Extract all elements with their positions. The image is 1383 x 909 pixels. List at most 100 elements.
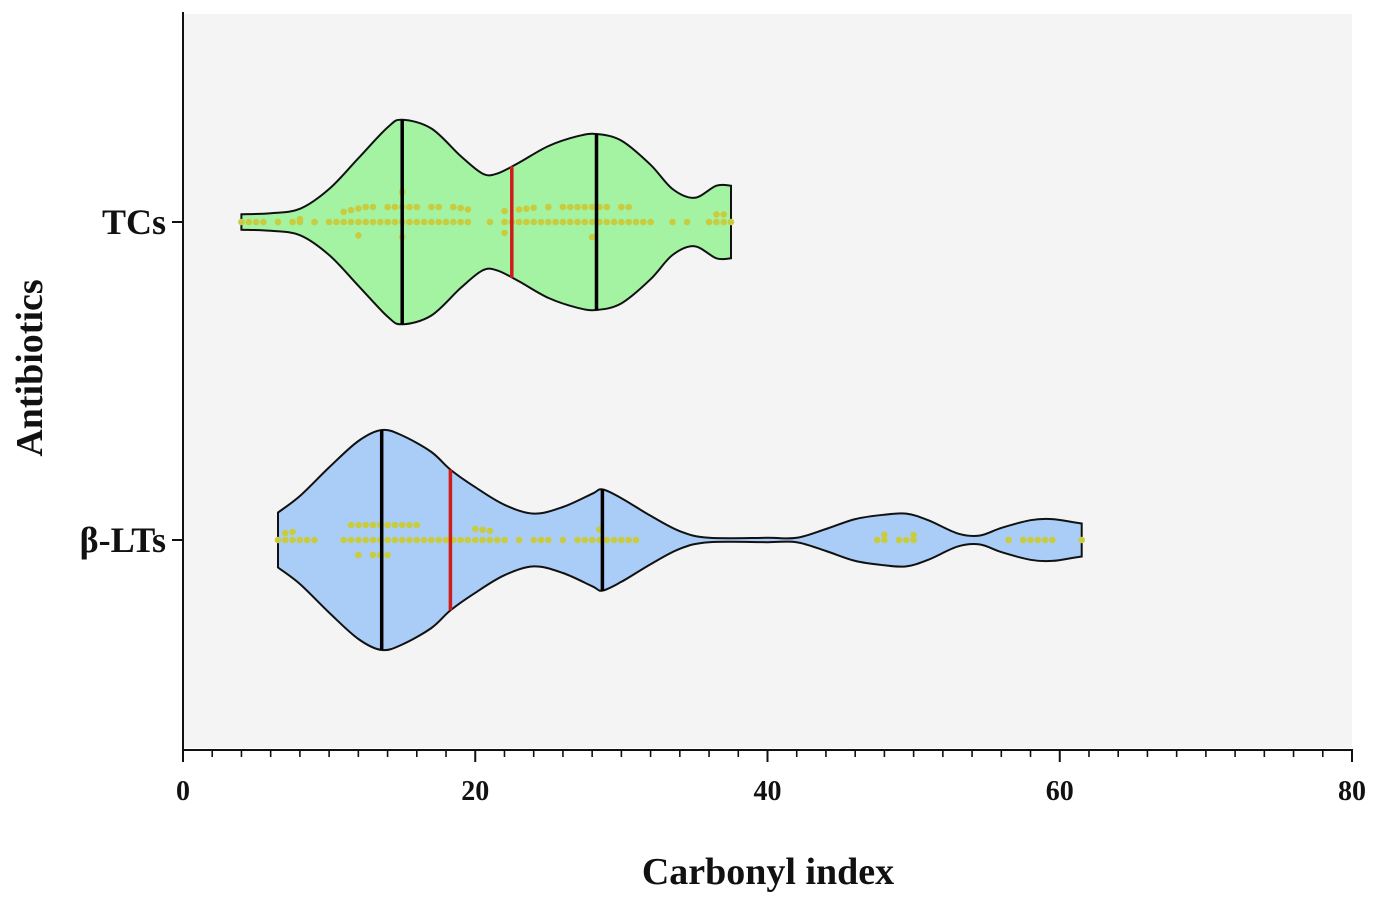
data-point <box>340 208 348 216</box>
data-point <box>398 536 406 544</box>
data-point <box>391 536 399 544</box>
y-ticks: TCs β-LTs <box>80 202 183 560</box>
data-point <box>515 206 523 213</box>
data-point <box>442 536 450 544</box>
x-tick-label: 0 <box>176 776 190 807</box>
data-point <box>413 536 421 544</box>
data-point <box>581 203 589 211</box>
data-point <box>340 536 348 544</box>
data-point <box>355 536 362 544</box>
data-point <box>289 536 296 544</box>
data-point <box>333 218 340 226</box>
data-point <box>530 218 537 226</box>
data-point <box>391 521 399 529</box>
data-point <box>464 536 472 544</box>
data-point <box>515 218 523 226</box>
data-point <box>362 536 370 544</box>
data-point <box>720 211 727 218</box>
data-point <box>442 218 450 226</box>
data-point <box>486 218 494 226</box>
data-point <box>384 551 391 559</box>
data-point <box>406 218 413 226</box>
data-point <box>903 536 910 544</box>
data-point <box>384 218 391 226</box>
y-axis-title: Antibiotics <box>9 279 51 456</box>
data-point <box>713 218 720 226</box>
data-point <box>683 218 691 226</box>
data-point <box>413 203 421 211</box>
data-point <box>552 218 559 226</box>
data-point <box>311 218 318 226</box>
data-point <box>435 536 443 544</box>
data-point <box>545 218 552 226</box>
data-point <box>282 536 289 544</box>
data-point <box>420 536 428 544</box>
data-point <box>450 203 457 211</box>
data-point <box>501 229 508 237</box>
data-point <box>355 218 362 226</box>
data-point <box>1034 536 1042 544</box>
data-point <box>625 203 632 211</box>
data-point <box>1078 536 1085 544</box>
data-point <box>289 528 296 536</box>
data-point <box>501 536 508 544</box>
data-point <box>435 203 443 211</box>
data-point <box>1019 536 1027 544</box>
data-point <box>398 521 406 529</box>
x-ticks: 0 20 40 60 80 <box>176 750 1366 807</box>
data-point <box>472 536 479 544</box>
data-point <box>545 536 552 544</box>
data-point <box>610 536 618 544</box>
violin-beta-lts <box>274 428 1085 652</box>
x-tick-label: 40 <box>754 776 782 807</box>
data-point <box>347 206 355 214</box>
data-point <box>618 218 625 226</box>
data-point <box>632 536 640 544</box>
data-point <box>347 521 355 529</box>
data-point <box>428 203 435 211</box>
data-point <box>311 536 318 544</box>
data-point <box>406 203 413 211</box>
x-axis-title: Carbonyl index <box>642 851 894 893</box>
data-point <box>574 218 581 226</box>
x-tick-label: 60 <box>1046 776 1074 807</box>
data-point <box>406 536 413 544</box>
data-point <box>369 536 377 544</box>
data-point <box>486 527 494 535</box>
data-point <box>457 204 464 212</box>
data-point <box>457 536 464 544</box>
data-point <box>574 536 581 544</box>
data-point <box>523 218 530 226</box>
data-point <box>347 536 355 544</box>
data-point <box>369 551 377 559</box>
data-point <box>603 218 611 226</box>
data-point <box>625 536 632 544</box>
data-point <box>325 218 333 226</box>
data-point <box>610 218 618 226</box>
data-point <box>537 536 545 544</box>
data-point <box>347 218 355 226</box>
data-point <box>486 536 494 544</box>
y-tick-label: TCs <box>102 202 166 242</box>
data-point <box>1041 536 1049 544</box>
data-point <box>355 551 362 559</box>
data-point <box>245 218 253 226</box>
data-point <box>530 536 537 544</box>
data-point <box>574 203 581 211</box>
data-point <box>355 205 362 212</box>
data-point <box>369 218 377 226</box>
data-point <box>566 218 574 226</box>
data-point <box>881 531 888 538</box>
data-point <box>391 203 399 211</box>
data-point <box>384 521 391 529</box>
violin-tcs <box>238 118 735 326</box>
data-point <box>720 218 727 226</box>
data-point <box>537 218 545 226</box>
data-point <box>727 218 735 226</box>
data-point <box>1005 536 1012 544</box>
violin-body <box>240 118 732 326</box>
data-point <box>603 203 611 211</box>
data-point <box>581 218 589 226</box>
data-point <box>501 207 508 215</box>
data-point <box>274 536 282 544</box>
